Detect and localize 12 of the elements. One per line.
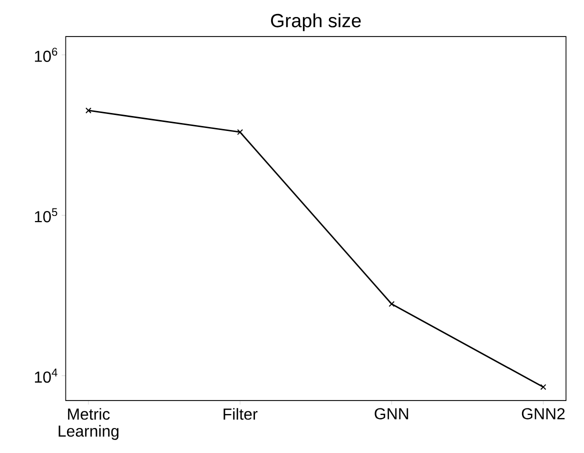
point bbox=[388, 301, 395, 307]
x-tick-label: Filter bbox=[224, 408, 258, 420]
point bbox=[540, 384, 546, 390]
point bbox=[85, 108, 92, 114]
y-tick-label: 10$^{4}$ bbox=[34, 368, 58, 383]
y-tick-label: 10$^{6}$ bbox=[34, 48, 58, 62]
x-tick-label: GNN bbox=[374, 408, 408, 420]
chart-title: Graph size bbox=[271, 13, 361, 32]
x-tick-label: Metric Learning bbox=[58, 408, 118, 440]
point bbox=[237, 129, 244, 136]
x-tick-label: GNN2 bbox=[522, 408, 565, 420]
y-tick-label: 10$^{5}$ bbox=[34, 208, 58, 222]
